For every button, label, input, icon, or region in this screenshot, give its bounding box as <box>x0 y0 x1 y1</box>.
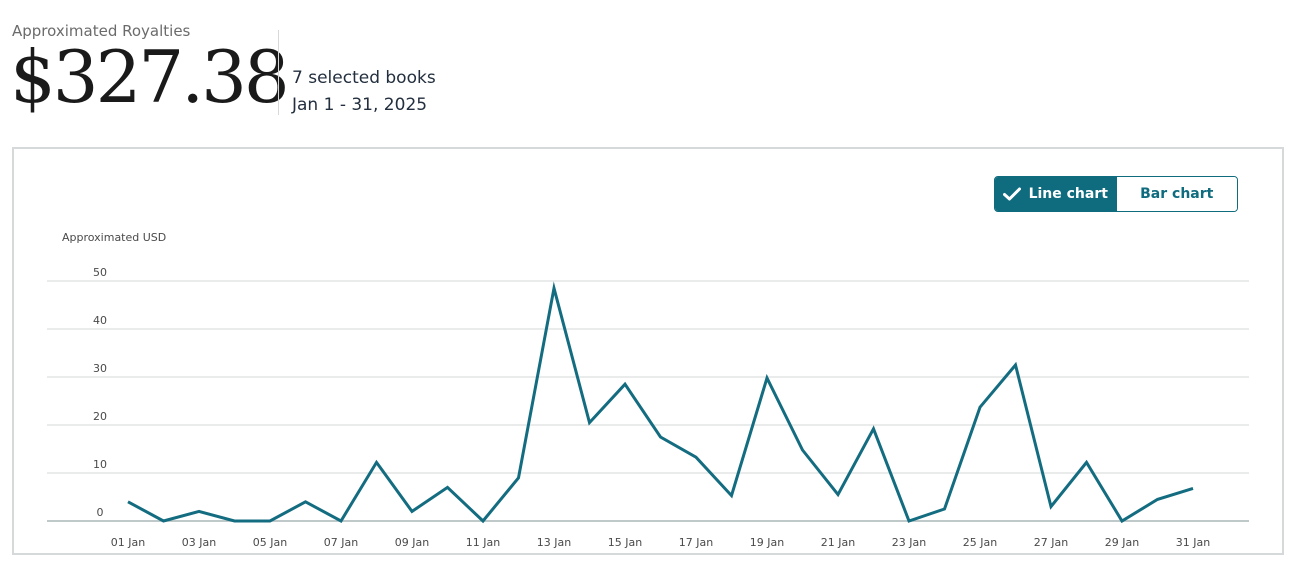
y-tick-label: 0 <box>97 506 104 519</box>
bar-chart-label: Bar chart <box>1140 186 1214 202</box>
royalties-series-line <box>127 281 1194 524</box>
x-tick-label: 19 Jan <box>750 536 784 549</box>
data-point[interactable] <box>477 515 489 527</box>
data-point[interactable] <box>868 423 880 435</box>
line-chart-button[interactable]: Line chart <box>995 177 1116 211</box>
x-tick-label: 07 Jan <box>324 536 358 549</box>
y-tick-label: 10 <box>93 458 107 471</box>
x-tick-label: 17 Jan <box>679 536 713 549</box>
check-icon <box>1002 187 1021 201</box>
data-point[interactable] <box>726 490 738 502</box>
x-tick-label: 29 Jan <box>1105 536 1139 549</box>
data-point[interactable] <box>264 515 276 527</box>
data-point[interactable] <box>655 431 667 443</box>
x-tick-label: 25 Jan <box>963 536 997 549</box>
y-axis-label: Approximated USD <box>62 231 166 244</box>
data-point[interactable] <box>548 282 560 294</box>
data-point[interactable] <box>1152 493 1164 505</box>
data-point[interactable] <box>584 417 596 429</box>
data-point[interactable] <box>761 372 773 384</box>
data-point[interactable] <box>335 515 347 527</box>
chart-type-toggle: Line chart Bar chart <box>994 176 1238 212</box>
summary-divider <box>278 30 279 115</box>
y-tick-label: 50 <box>93 266 107 279</box>
data-point[interactable] <box>193 505 205 517</box>
y-tick-label: 20 <box>93 410 107 423</box>
x-tick-label: 27 Jan <box>1034 536 1068 549</box>
data-point[interactable] <box>797 444 809 456</box>
data-point[interactable] <box>1187 482 1199 494</box>
x-tick-label: 11 Jan <box>466 536 500 549</box>
summary-label: Approximated Royalties <box>12 22 191 40</box>
data-point[interactable] <box>300 496 312 508</box>
royalties-amount: $327.38 <box>10 35 290 119</box>
x-tick-label: 15 Jan <box>608 536 642 549</box>
chart-panel <box>12 147 1284 555</box>
data-point[interactable] <box>406 505 418 517</box>
data-point[interactable] <box>442 481 454 493</box>
data-point[interactable] <box>158 515 170 527</box>
data-point[interactable] <box>229 515 241 527</box>
x-tick-label: 31 Jan <box>1176 536 1210 549</box>
data-point[interactable] <box>974 401 986 413</box>
y-tick-label: 30 <box>93 362 107 375</box>
x-tick-label: 09 Jan <box>395 536 429 549</box>
data-point[interactable] <box>122 496 134 508</box>
data-point[interactable] <box>513 472 525 484</box>
y-tick-labels: 0 10 20 30 40 50 <box>93 266 107 519</box>
data-point[interactable] <box>1045 501 1057 513</box>
x-tick-label: 13 Jan <box>537 536 571 549</box>
x-tick-label: 03 Jan <box>182 536 216 549</box>
y-tick-label: 40 <box>93 314 107 327</box>
date-range: Jan 1 - 31, 2025 <box>292 95 428 115</box>
x-tick-label: 05 Jan <box>253 536 287 549</box>
data-point[interactable] <box>690 451 702 463</box>
selected-books-count: 7 selected books <box>292 68 436 88</box>
x-tick-label: 21 Jan <box>821 536 855 549</box>
data-point[interactable] <box>619 378 631 390</box>
data-point[interactable] <box>903 515 915 527</box>
x-tick-label: 01 Jan <box>111 536 145 549</box>
data-point[interactable] <box>371 456 383 468</box>
bar-chart-button[interactable]: Bar chart <box>1115 177 1237 211</box>
data-point[interactable] <box>832 489 844 501</box>
line-chart-label: Line chart <box>1028 186 1108 202</box>
data-point[interactable] <box>1116 515 1128 527</box>
data-point[interactable] <box>1081 456 1093 468</box>
x-tick-label: 23 Jan <box>892 536 926 549</box>
x-tick-labels: 01 Jan 03 Jan 05 Jan 07 Jan 09 Jan 11 Jan 13 J… <box>111 536 1210 549</box>
data-point[interactable] <box>1010 359 1022 371</box>
data-point[interactable] <box>939 503 951 515</box>
series-layer <box>122 281 1199 527</box>
